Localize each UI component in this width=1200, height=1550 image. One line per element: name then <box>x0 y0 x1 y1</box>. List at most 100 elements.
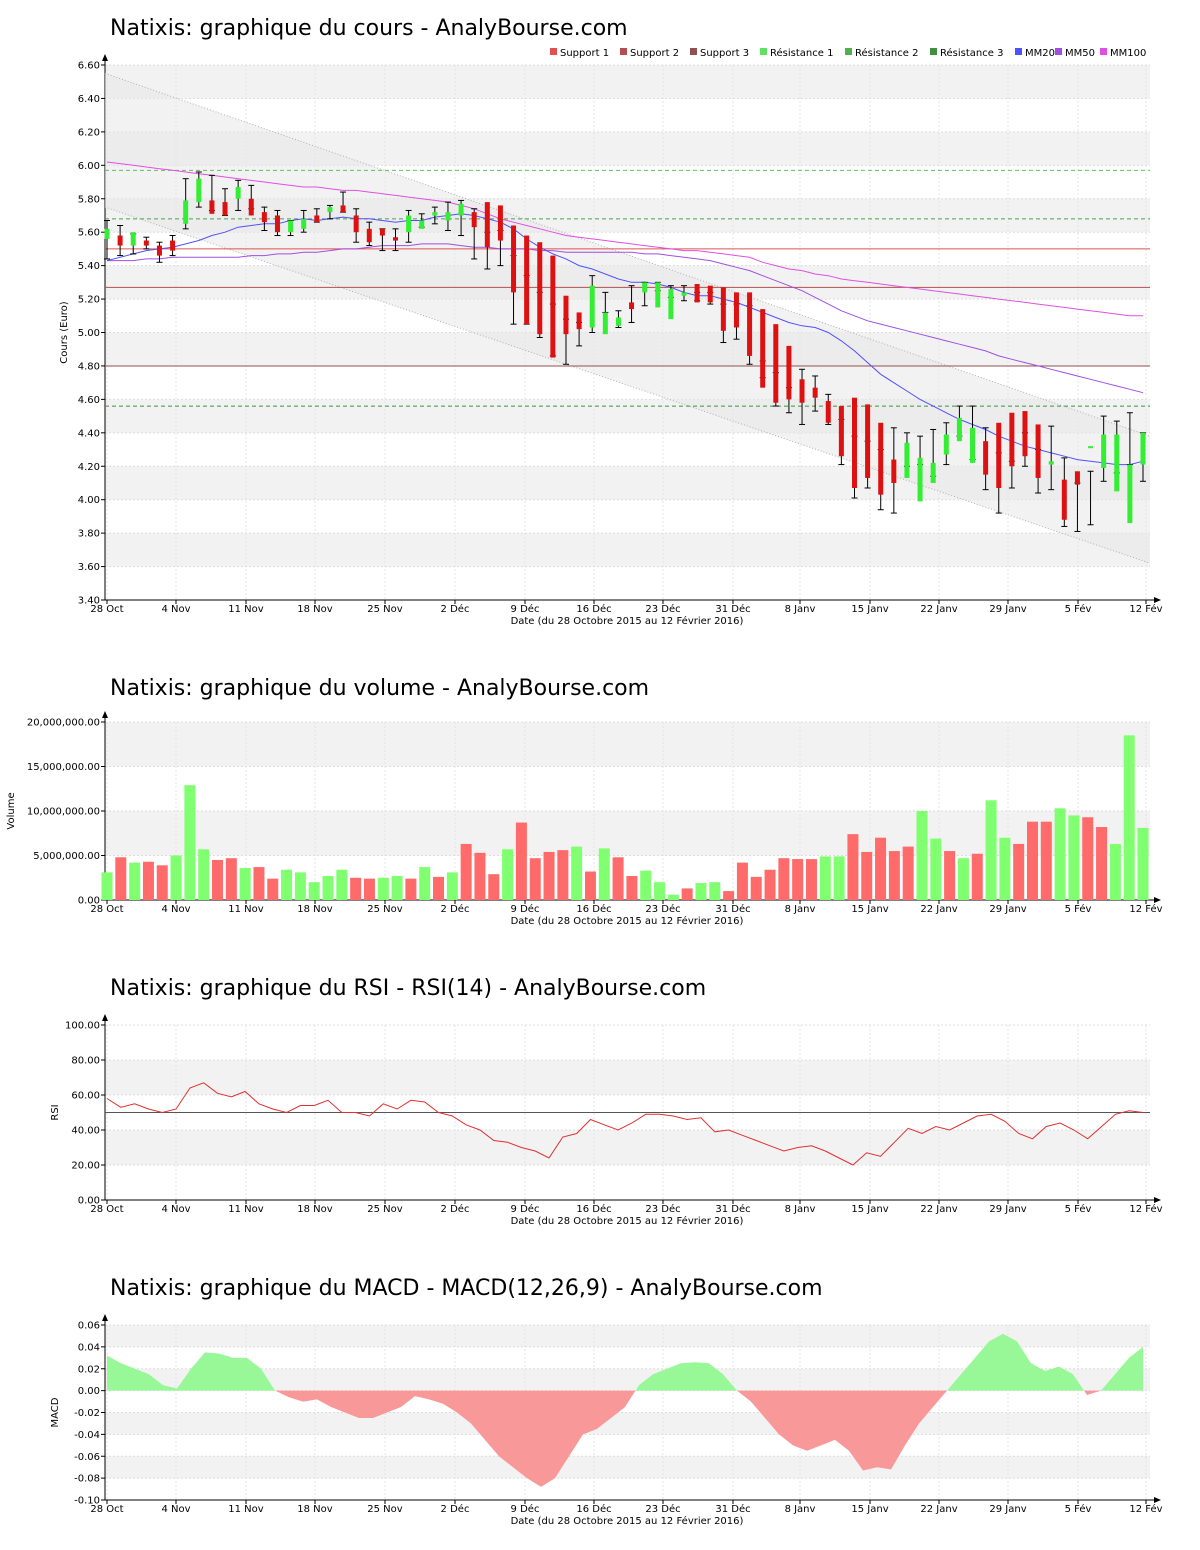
candle-body <box>445 212 451 221</box>
legend-swatch <box>550 48 557 55</box>
x-tick-label: 25 Nov <box>367 904 403 915</box>
x-tick-label: 12 Fév <box>1129 603 1162 615</box>
macd-area-segment <box>471 1390 485 1440</box>
macd-area-segment <box>1073 1374 1085 1391</box>
x-tick-label: 22 Janv <box>920 604 957 615</box>
y-axis-arrow <box>102 711 108 718</box>
macd-area-segment <box>303 1390 317 1402</box>
volume-bar <box>115 857 127 900</box>
y-tick-label: 0.06 <box>78 1321 100 1332</box>
volume-bar <box>971 853 983 900</box>
candle-body <box>930 462 936 483</box>
macd-area-segment <box>233 1357 247 1391</box>
legend-swatch <box>930 48 937 55</box>
macd-area-segment <box>1101 1374 1115 1391</box>
candle-body <box>996 422 1002 488</box>
macd-area-segment <box>1059 1366 1073 1391</box>
legend-swatch <box>845 48 852 55</box>
macd-area-segment <box>779 1390 793 1446</box>
x-tick-label: 2 Déc <box>441 603 470 615</box>
y-axis-label: Volume <box>6 792 17 829</box>
macd-area-segment <box>177 1368 191 1391</box>
plot-band <box>105 1325 1150 1347</box>
candle-body <box>196 178 202 203</box>
y-tick-label: -0.06 <box>74 1452 100 1463</box>
legend-label: Support 1 <box>560 48 609 59</box>
macd-area-segment <box>849 1390 863 1471</box>
rsi-panel: Natixis: graphique du RSI - RSI(14) - An… <box>50 976 1163 1227</box>
macd-area-segment <box>919 1390 933 1424</box>
volume-bar <box>1040 821 1052 900</box>
y-tick-label: 3.40 <box>78 596 100 607</box>
x-tick-label: 29 Janv <box>989 1204 1026 1215</box>
plot-band <box>105 1130 1150 1165</box>
legend-label: MM50 <box>1065 48 1095 59</box>
macd-area-segment <box>793 1390 807 1451</box>
x-tick-label: 29 Janv <box>989 904 1026 915</box>
candle-body <box>183 200 189 224</box>
macd-area-segment <box>1003 1333 1017 1391</box>
candle-body <box>733 292 739 328</box>
volume-bar <box>681 888 693 900</box>
macd-area-segment <box>499 1390 513 1468</box>
candle-body <box>314 215 320 223</box>
volume-bar <box>695 883 707 900</box>
macd-area-segment <box>737 1390 751 1402</box>
candle-body <box>104 228 110 239</box>
y-axis-arrow <box>102 1014 108 1021</box>
y-tick-label: 15,000,000.00 <box>27 762 100 773</box>
plot-band <box>105 65 1150 99</box>
macd-area-segment <box>443 1390 457 1413</box>
volume-bar <box>515 822 527 900</box>
y-tick-label: -0.02 <box>74 1408 100 1419</box>
x-tick-label: 8 Janv <box>785 1504 816 1515</box>
price-panel: Natixis: graphique du cours - AnalyBours… <box>59 16 1163 627</box>
price-title: Natixis: graphique du cours - AnalyBours… <box>110 16 628 41</box>
x-tick-label: 15 Janv <box>851 1204 888 1215</box>
y-tick-label: 6.00 <box>78 161 100 172</box>
volume-bar <box>557 850 569 900</box>
candle-body <box>629 302 635 310</box>
y-tick-label: 4.00 <box>78 495 100 506</box>
candle-body <box>799 379 805 403</box>
macd-area-segment <box>1129 1346 1143 1391</box>
y-tick-label: 0.04 <box>78 1342 100 1353</box>
macd-area-segment <box>1031 1363 1045 1391</box>
macd-area-segment <box>149 1374 163 1391</box>
candle-body <box>1022 411 1028 457</box>
volume-bar <box>612 857 624 900</box>
volume-bar <box>654 882 666 900</box>
candle-body <box>970 427 976 463</box>
macd-area-segment <box>635 1385 639 1391</box>
candle-body <box>1127 464 1133 524</box>
x-tick-label: 5 Fév <box>1065 1203 1092 1215</box>
macd-area-segment <box>807 1390 821 1451</box>
volume-bar <box>1082 817 1094 900</box>
legend-label: MM20 <box>1025 48 1055 59</box>
x-tick-label: 2 Déc <box>441 1503 470 1515</box>
x-tick-label: 25 Nov <box>367 1504 403 1515</box>
candle-body <box>747 292 753 356</box>
candle-body <box>301 218 307 229</box>
candle-body <box>865 404 871 478</box>
candle-body <box>904 442 910 478</box>
y-tick-label: 3.80 <box>78 529 100 540</box>
volume-bar <box>626 875 638 900</box>
x-tick-label: 9 Déc <box>511 1203 540 1215</box>
volume-bar <box>433 876 445 900</box>
macd-area-segment <box>345 1390 359 1418</box>
x-tick-label: 2 Déc <box>441 1203 470 1215</box>
y-tick-label: 0.00 <box>78 896 100 907</box>
x-axis-label: Date (du 28 Octobre 2015 au 12 Février 2… <box>511 615 744 627</box>
macd-area-segment <box>905 1390 919 1446</box>
volume-bar <box>156 865 168 900</box>
candle-body <box>786 345 792 400</box>
volume-bar <box>584 871 596 900</box>
candle-body <box>432 212 438 216</box>
y-tick-label: 4.20 <box>78 462 100 473</box>
legend: Support 1 Support 2 Support 3 Résistance 1 R… <box>550 47 1146 59</box>
x-tick-label: 28 Oct <box>90 1204 123 1215</box>
candle-body <box>720 287 726 331</box>
volume-bar <box>1096 827 1108 900</box>
volume-bar <box>142 861 154 900</box>
